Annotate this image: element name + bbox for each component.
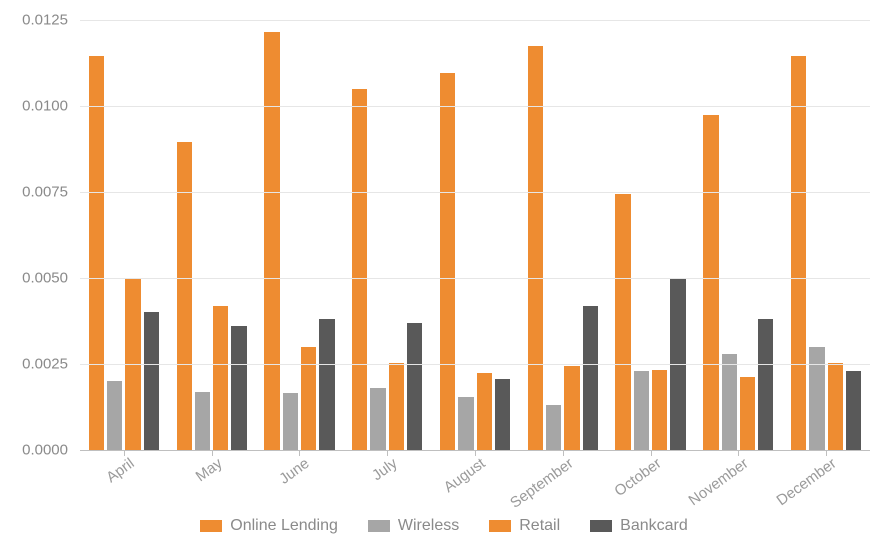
bar: [809, 347, 824, 450]
bar-groups: AprilMayJuneJulyAugustSeptemberOctoberNo…: [80, 20, 870, 450]
category-group: November: [694, 20, 782, 450]
y-axis-label: 0.0125: [22, 12, 80, 29]
legend-item: Bankcard: [590, 517, 688, 535]
y-axis-label: 0.0000: [22, 442, 80, 459]
x-tick: [651, 450, 652, 456]
x-tick: [212, 450, 213, 456]
legend-swatch: [200, 520, 222, 532]
x-axis-label: June: [277, 455, 313, 488]
bars: [177, 20, 247, 450]
bar: [89, 56, 104, 450]
bar: [177, 142, 192, 450]
category-group: December: [782, 20, 870, 450]
legend-swatch: [368, 520, 390, 532]
x-tick: [563, 450, 564, 456]
bar: [231, 326, 246, 450]
category-group: August: [431, 20, 519, 450]
bar: [389, 363, 404, 450]
bar: [440, 73, 455, 450]
bars: [440, 20, 510, 450]
category-group: June: [256, 20, 344, 450]
bars: [528, 20, 598, 450]
bar: [740, 377, 755, 450]
bar: [301, 347, 316, 450]
x-axis-label: August: [441, 455, 489, 496]
bar: [652, 370, 667, 450]
bars: [352, 20, 422, 450]
bar: [846, 371, 861, 450]
category-group: July: [343, 20, 431, 450]
legend-item: Retail: [489, 517, 560, 535]
gridline: [80, 278, 870, 279]
bar: [564, 366, 579, 450]
bar: [791, 56, 806, 450]
y-axis-label: 0.0100: [22, 98, 80, 115]
x-axis-label: April: [103, 455, 137, 486]
y-axis-label: 0.0075: [22, 184, 80, 201]
bars: [791, 20, 861, 450]
bar: [546, 405, 561, 450]
bar: [615, 194, 630, 450]
x-axis-label: November: [686, 455, 752, 509]
category-group: October: [607, 20, 695, 450]
y-axis-label: 0.0025: [22, 356, 80, 373]
legend-swatch: [489, 520, 511, 532]
gridline: [80, 106, 870, 107]
bar: [758, 319, 773, 450]
bar: [319, 319, 334, 450]
bar: [477, 373, 492, 450]
x-axis-label: May: [192, 455, 225, 485]
bar: [195, 392, 210, 450]
x-axis-label: September: [507, 455, 576, 512]
plot-area: AprilMayJuneJulyAugustSeptemberOctoberNo…: [80, 20, 870, 451]
bar: [107, 381, 122, 450]
bars: [703, 20, 773, 450]
bar: [144, 312, 159, 450]
legend-item: Online Lending: [200, 517, 338, 535]
bar: [583, 306, 598, 450]
gridline: [80, 192, 870, 193]
bar: [283, 393, 298, 450]
bar: [213, 306, 228, 450]
category-group: April: [80, 20, 168, 450]
chart-container: AprilMayJuneJulyAugustSeptemberOctoberNo…: [0, 0, 888, 549]
y-axis-label: 0.0050: [22, 270, 80, 287]
bars: [615, 20, 685, 450]
x-axis-label: July: [369, 455, 401, 484]
bar: [722, 354, 737, 450]
legend-label: Retail: [519, 517, 560, 535]
bar: [370, 388, 385, 450]
x-tick: [124, 450, 125, 456]
bar: [634, 371, 649, 450]
legend-item: Wireless: [368, 517, 459, 535]
category-group: May: [168, 20, 256, 450]
x-axis-label: December: [774, 455, 840, 509]
legend: Online Lending Wireless Retail Bankcard: [0, 517, 888, 535]
bar: [352, 89, 367, 450]
bar: [407, 323, 422, 450]
category-group: September: [519, 20, 607, 450]
bars: [264, 20, 334, 450]
gridline: [80, 20, 870, 21]
bar: [703, 115, 718, 450]
bar: [495, 379, 510, 450]
legend-swatch: [590, 520, 612, 532]
bar: [458, 397, 473, 450]
x-axis-label: October: [611, 455, 664, 500]
bar: [828, 363, 843, 450]
bar: [264, 32, 279, 450]
gridline: [80, 364, 870, 365]
legend-label: Online Lending: [230, 517, 338, 535]
bars: [89, 20, 159, 450]
legend-label: Bankcard: [620, 517, 688, 535]
legend-label: Wireless: [398, 517, 459, 535]
